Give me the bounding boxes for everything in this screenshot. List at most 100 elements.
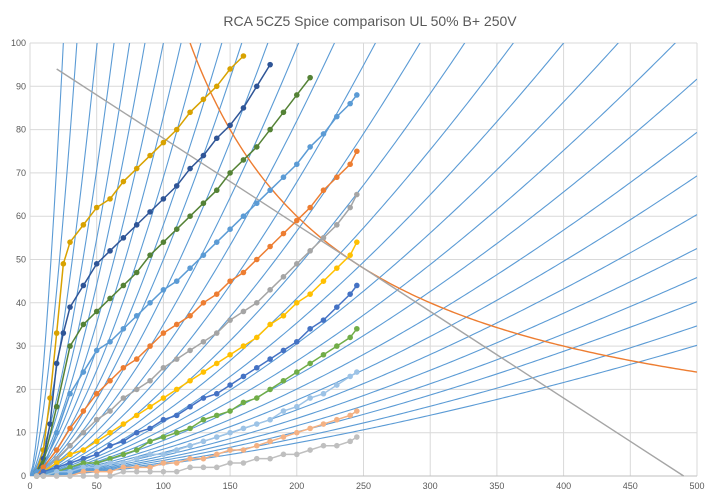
data-point — [267, 386, 273, 393]
data-point — [107, 248, 113, 254]
data-point — [213, 187, 220, 194]
x-tick-label: 300 — [423, 481, 438, 491]
data-point — [187, 425, 193, 432]
data-point — [147, 252, 153, 258]
data-point — [294, 92, 300, 98]
series-line — [36, 150, 358, 477]
data-point — [334, 442, 340, 449]
data-point — [160, 434, 167, 440]
data-point — [147, 343, 153, 349]
data-point — [80, 447, 87, 453]
x-tick-label: 250 — [356, 481, 371, 491]
data-point — [294, 261, 300, 267]
data-point — [93, 468, 100, 475]
data-point — [213, 412, 220, 419]
data-point — [107, 408, 113, 414]
data-point — [120, 464, 127, 471]
data-point — [107, 338, 113, 345]
data-point — [347, 373, 353, 380]
x-tick-label: 500 — [689, 481, 704, 491]
y-tick-label: 100 — [11, 38, 26, 48]
data-point — [53, 403, 60, 410]
data-point — [280, 377, 287, 384]
y-tick-label: 0 — [21, 471, 26, 481]
data-point — [67, 473, 73, 479]
data-point — [200, 369, 207, 375]
data-point — [354, 434, 360, 440]
data-point — [227, 382, 233, 388]
data-point — [253, 395, 260, 401]
data-point — [93, 473, 100, 479]
data-point — [213, 434, 220, 440]
data-point — [253, 421, 260, 427]
data-point — [40, 473, 47, 479]
data-point — [53, 460, 60, 466]
y-tick-label: 20 — [16, 384, 26, 394]
data-point — [294, 217, 300, 224]
spice-curve — [30, 43, 466, 476]
data-point — [307, 360, 313, 367]
data-point — [160, 287, 167, 293]
data-point — [200, 96, 207, 103]
data-point — [80, 321, 87, 328]
data-point — [354, 191, 360, 198]
spice-curve — [30, 325, 697, 476]
data-point — [354, 148, 360, 155]
data-point — [280, 230, 287, 237]
load-line-segment — [56, 68, 685, 477]
data-point — [200, 455, 207, 462]
data-point — [187, 442, 193, 449]
data-point — [133, 455, 140, 462]
spice-curve — [30, 43, 64, 476]
data-point — [160, 239, 167, 245]
data-point — [47, 395, 53, 401]
data-point — [253, 200, 260, 207]
data-point — [187, 347, 193, 354]
data-point — [334, 416, 340, 423]
data-point — [334, 222, 340, 228]
data-point — [347, 252, 353, 258]
data-point — [253, 83, 260, 90]
data-point — [160, 364, 167, 371]
series-line — [36, 77, 311, 473]
data-point — [147, 464, 153, 471]
data-point — [307, 291, 313, 297]
data-point — [53, 468, 60, 475]
x-tick-label: 50 — [92, 481, 102, 491]
data-point — [267, 321, 273, 328]
data-point — [280, 451, 287, 458]
data-point — [213, 360, 220, 367]
data-point — [213, 239, 220, 245]
data-series-2 — [33, 61, 273, 475]
data-point — [200, 438, 207, 445]
data-point — [107, 442, 113, 449]
power-hyperbola-line — [189, 43, 697, 373]
data-point — [320, 442, 327, 449]
data-point — [133, 165, 140, 172]
data-point — [347, 161, 353, 168]
spice-curve — [30, 43, 677, 476]
data-point — [80, 282, 87, 289]
data-point — [133, 429, 140, 436]
data-point — [173, 126, 180, 133]
data-point — [147, 300, 153, 306]
data-point — [67, 425, 73, 432]
data-point — [187, 213, 193, 219]
data-point — [213, 330, 220, 336]
data-point — [160, 395, 167, 401]
series-line — [36, 194, 358, 477]
data-point — [133, 464, 140, 471]
data-point — [120, 178, 127, 185]
spice-curve — [30, 277, 697, 476]
data-point — [267, 287, 273, 293]
data-point — [267, 438, 273, 445]
data-point — [80, 468, 87, 475]
data-point — [227, 317, 233, 323]
data-point — [160, 468, 167, 475]
data-point — [107, 473, 113, 479]
data-point — [320, 421, 327, 427]
data-point — [280, 347, 287, 354]
data-point — [347, 100, 353, 107]
data-point — [67, 343, 73, 349]
